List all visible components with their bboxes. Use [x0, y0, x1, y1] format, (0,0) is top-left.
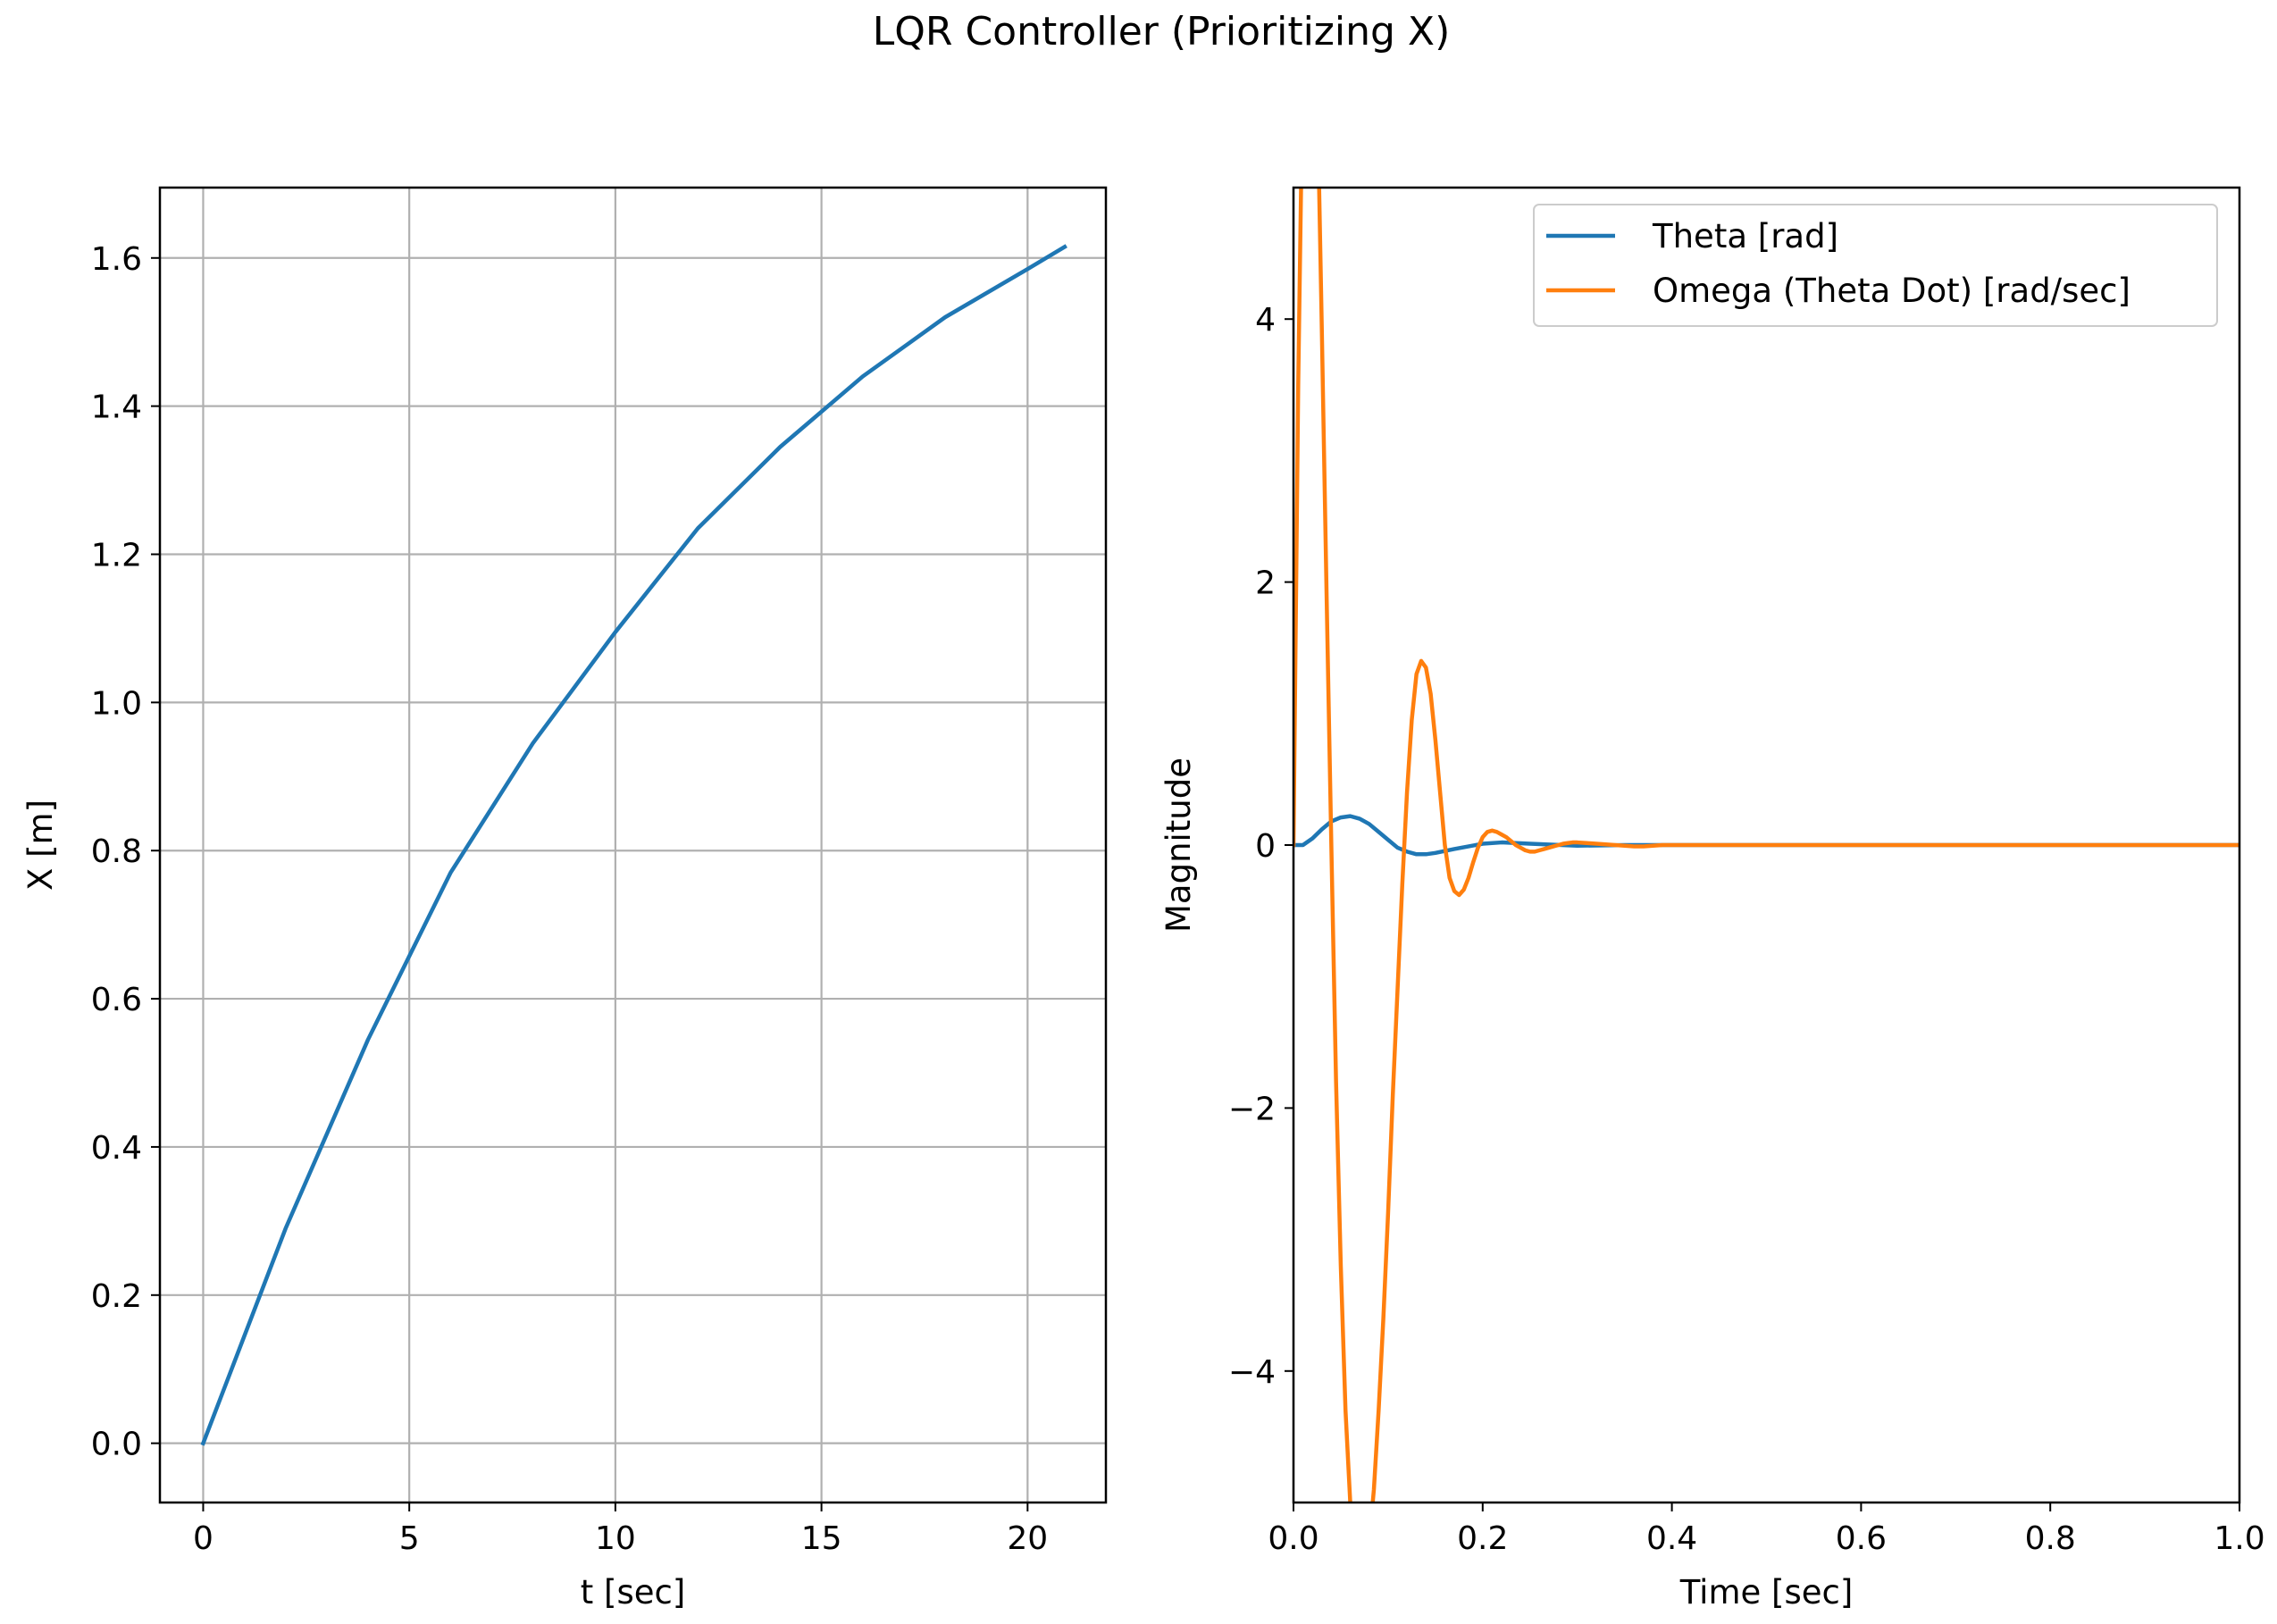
y-tick-label: 2 [1255, 565, 1276, 602]
legend-entry: Theta [rad] [1652, 217, 1838, 255]
y-axis-label: Magnitude [1159, 758, 1198, 933]
y-tick-label: 1.4 [91, 389, 142, 426]
x-tick-label: 0 [193, 1520, 213, 1557]
x-tick-label: 0.6 [1836, 1520, 1887, 1557]
figure-title: LQR Controller (Prioritizing X) [873, 9, 1451, 54]
y-tick-label: 0.0 [91, 1427, 142, 1463]
y-tick-label: 1.6 [91, 241, 142, 278]
x-tick-label: 5 [399, 1520, 420, 1557]
y-tick-label: −2 [1228, 1091, 1276, 1127]
y-tick-label: 0.2 [91, 1278, 142, 1315]
y-tick-label: 1.0 [91, 685, 142, 722]
y-tick-label: 4 [1255, 302, 1276, 339]
y-tick-label: 0 [1255, 828, 1276, 865]
series-line-1 [1293, 188, 2239, 1503]
y-tick-label: 1.2 [91, 538, 142, 574]
legend: Theta [rad] Omega (Theta Dot) [rad/sec] [1533, 204, 2218, 327]
axes-frame [158, 186, 1108, 1504]
x-tick-label: 1.0 [2214, 1520, 2264, 1557]
x-tick-label: 0.2 [1457, 1520, 1508, 1557]
x-tick-label: 0.0 [1268, 1520, 1318, 1557]
x-tick-label: 15 [801, 1520, 842, 1557]
y-tick-label: 0.6 [91, 982, 142, 1018]
x-tick-label: 20 [1007, 1520, 1048, 1557]
y-tick-label: 0.8 [91, 833, 142, 870]
legend-box [1533, 204, 2218, 327]
x-tick-label: 0.8 [2025, 1520, 2076, 1557]
x-tick-label: 0.4 [1646, 1520, 1697, 1557]
x-tick-label: 10 [595, 1520, 636, 1557]
y-axis-label: X [m] [21, 799, 60, 891]
x-axis-label: t [sec] [581, 1573, 686, 1611]
right-plot-theta-omega: 0.0 0.2 0.4 0.6 0.8 1.0 −4 −2 0 2 4 Time [sec] Magni… [1159, 186, 2265, 1611]
y-tick-label: −4 [1228, 1354, 1276, 1391]
x-axis-label: Time [sec] [1679, 1573, 1854, 1611]
series-line-0 [200, 244, 1067, 1446]
y-tick-label: 0.4 [91, 1130, 142, 1167]
left-plot-x-position: 0 5 10 15 20 0.0 0.2 0.4 0.6 0.8 1.0 1.2 1.4 1.6 t [se… [21, 186, 1108, 1611]
legend-entry: Omega (Theta Dot) [rad/sec] [1653, 272, 2131, 310]
